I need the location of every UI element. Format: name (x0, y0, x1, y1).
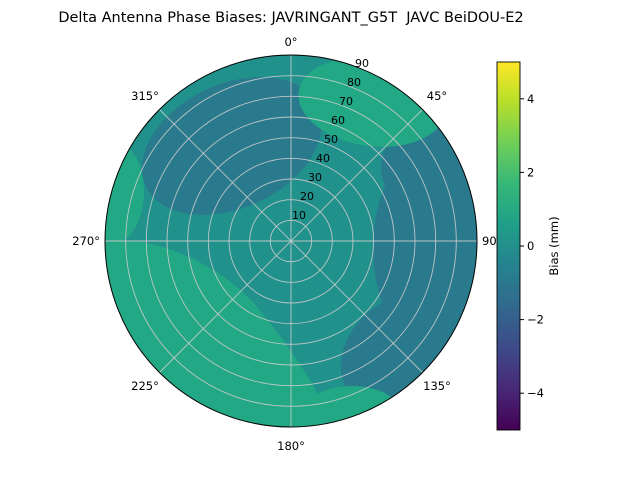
radial-label-40: 40 (316, 152, 330, 165)
angular-label-45deg: 45° (427, 89, 447, 103)
colorbar-tick-label-0: 0 (527, 239, 534, 253)
radial-label-30: 30 (308, 171, 322, 184)
colorbar-axis-label: Bias (mm) (547, 216, 561, 275)
colorbar-gradient (497, 62, 520, 430)
polar-grid-spokes (105, 55, 477, 427)
radial-label-60: 60 (331, 114, 345, 127)
colorbar-tick-label-neg2: −2 (527, 313, 544, 327)
colorbar-tick-label-2: 2 (527, 166, 534, 180)
spoke-135-315 (159, 109, 423, 373)
radial-tick-labels: 10 20 30 40 50 60 70 80 90 (292, 57, 369, 222)
contour-positive-region-south (304, 386, 400, 427)
colorbar-tick-label-neg4: −4 (527, 386, 544, 400)
angular-label-315deg: 315° (131, 89, 159, 103)
colorbar: 4 2 0 −2 −4 Bias (mm) (496, 61, 561, 431)
angular-label-180deg: 180° (277, 439, 305, 453)
radial-label-20: 20 (300, 190, 314, 203)
angular-label-270deg: 270° (72, 234, 100, 248)
radial-label-70: 70 (339, 95, 353, 108)
chart-title: Delta Antenna Phase Biases: JAVRINGANT_G… (58, 10, 524, 26)
radial-label-80: 80 (347, 76, 361, 89)
angular-label-0deg: 0° (284, 35, 297, 49)
radial-label-90: 90 (355, 57, 369, 70)
angular-label-225deg: 225° (131, 379, 159, 393)
radial-label-50: 50 (324, 133, 338, 146)
angular-label-135deg: 135° (423, 379, 451, 393)
radial-label-10: 10 (292, 209, 306, 222)
colorbar-tick-label-4: 4 (527, 92, 534, 106)
polar-spine (104, 54, 478, 428)
